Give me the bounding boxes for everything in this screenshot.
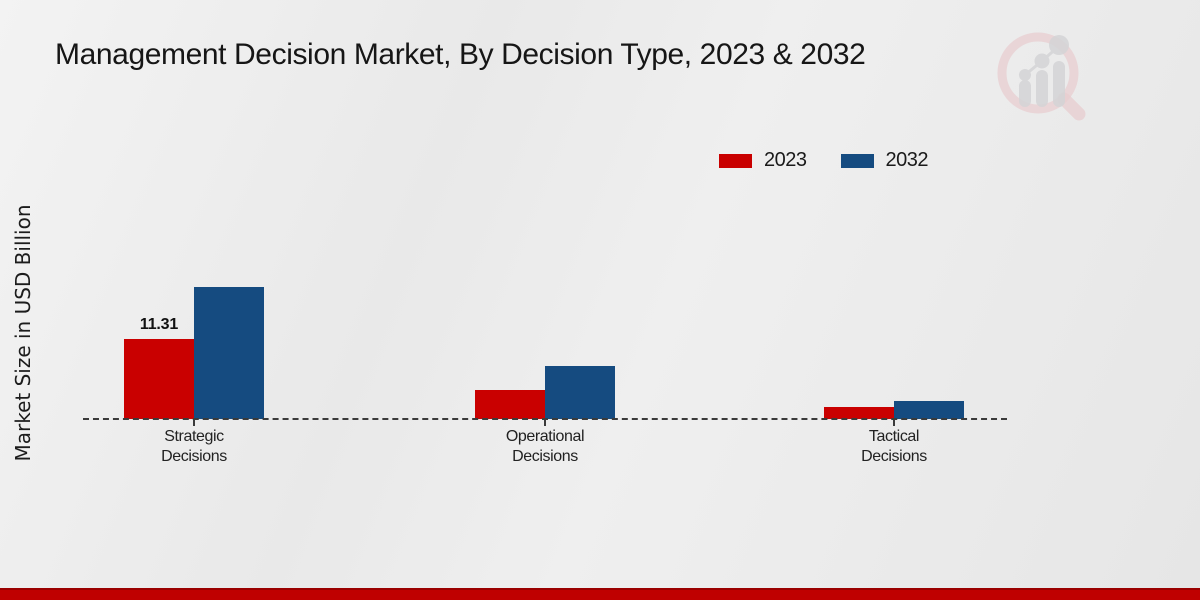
bar-2032-tactical-decisions: [894, 401, 964, 419]
bar-2032-strategic-decisions: [194, 287, 264, 419]
legend-item-2023: 2023: [719, 149, 807, 172]
bar-2023-strategic-decisions: [124, 339, 194, 419]
bar-2032-operational-decisions: [545, 366, 615, 419]
value-label: 11.31: [139, 316, 179, 334]
bar-2023-tactical-decisions: [824, 407, 894, 419]
x-tick-label-operational-decisions: Operational Decisions: [505, 428, 585, 465]
legend-label: 2032: [885, 149, 929, 171]
legend-item-2032: 2032: [840, 149, 929, 172]
x-tick-operational-decisions: [544, 420, 546, 426]
legend-label: 2023: [764, 149, 807, 171]
x-tick-tactical-decisions: [893, 420, 895, 426]
magnifier-bar-chart-logo-icon: [997, 32, 1086, 121]
legend-swatch: [840, 153, 874, 168]
x-tick-label-tactical-decisions: Tactical Decisions: [861, 428, 927, 465]
bar-2023-operational-decisions: [475, 390, 545, 419]
chart-title: Management Decision Market, By Decision …: [55, 38, 866, 71]
footer-red-band: [0, 588, 1200, 600]
legend: 2023 2032: [719, 149, 928, 172]
x-tick-strategic-decisions: [193, 420, 195, 426]
legend-swatch: [719, 153, 752, 168]
zero-baseline: [83, 418, 1007, 420]
x-tick-label-strategic-decisions: Strategic Decisions: [161, 428, 227, 465]
